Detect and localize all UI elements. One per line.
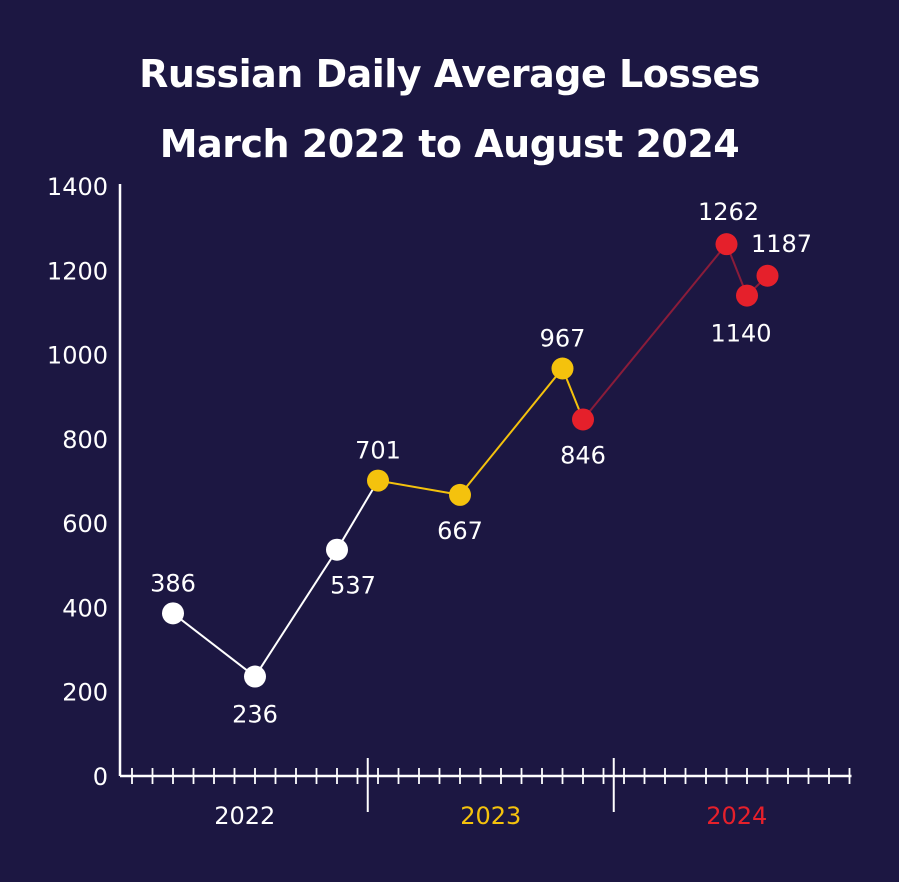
data-point-537 xyxy=(326,538,348,561)
x-year-label-2022: 2022 xyxy=(214,802,275,830)
series-line-segment xyxy=(336,480,379,551)
y-tick-label: 400 xyxy=(62,594,108,622)
data-label-386: 386 xyxy=(150,569,196,597)
data-point-1262 xyxy=(715,233,738,256)
series-line-segment xyxy=(582,243,728,421)
data-label-846: 846 xyxy=(560,441,606,469)
y-tick-label: 200 xyxy=(62,679,108,707)
data-point-701 xyxy=(367,469,389,492)
data-point-667 xyxy=(449,483,471,506)
data-label-236: 236 xyxy=(232,701,278,729)
data-point-1140 xyxy=(736,284,758,307)
data-label-1262: 1262 xyxy=(698,198,759,226)
data-label-967: 967 xyxy=(540,324,586,352)
data-label-667: 667 xyxy=(437,517,483,545)
data-point-386 xyxy=(162,602,184,625)
data-point-967 xyxy=(551,357,574,380)
y-tick-label: 600 xyxy=(62,510,108,538)
chart-title-line-2: March 2022 to August 2024 xyxy=(159,122,740,166)
data-label-1187: 1187 xyxy=(751,230,812,258)
data-point-1187 xyxy=(756,264,779,287)
series-line-segment xyxy=(377,479,461,496)
data-label-1140: 1140 xyxy=(710,320,771,348)
y-tick-label: 800 xyxy=(62,426,108,454)
data-point-846 xyxy=(572,408,594,431)
series-line-segment xyxy=(172,612,256,678)
y-tick-label: 0 xyxy=(93,763,108,791)
chart-title-line-1: Russian Daily Average Losses xyxy=(139,52,760,96)
x-year-label-2024: 2024 xyxy=(706,802,767,830)
y-tick-label: 1000 xyxy=(47,342,108,370)
series-line-segment xyxy=(459,367,564,496)
y-tick-label: 1200 xyxy=(47,257,108,285)
x-year-label-2023: 2023 xyxy=(460,802,521,830)
y-tick-label: 1400 xyxy=(47,173,108,201)
data-point-236 xyxy=(244,665,266,688)
data-label-537: 537 xyxy=(330,572,376,600)
data-label-701: 701 xyxy=(355,437,401,465)
series-line-segment xyxy=(254,549,338,678)
